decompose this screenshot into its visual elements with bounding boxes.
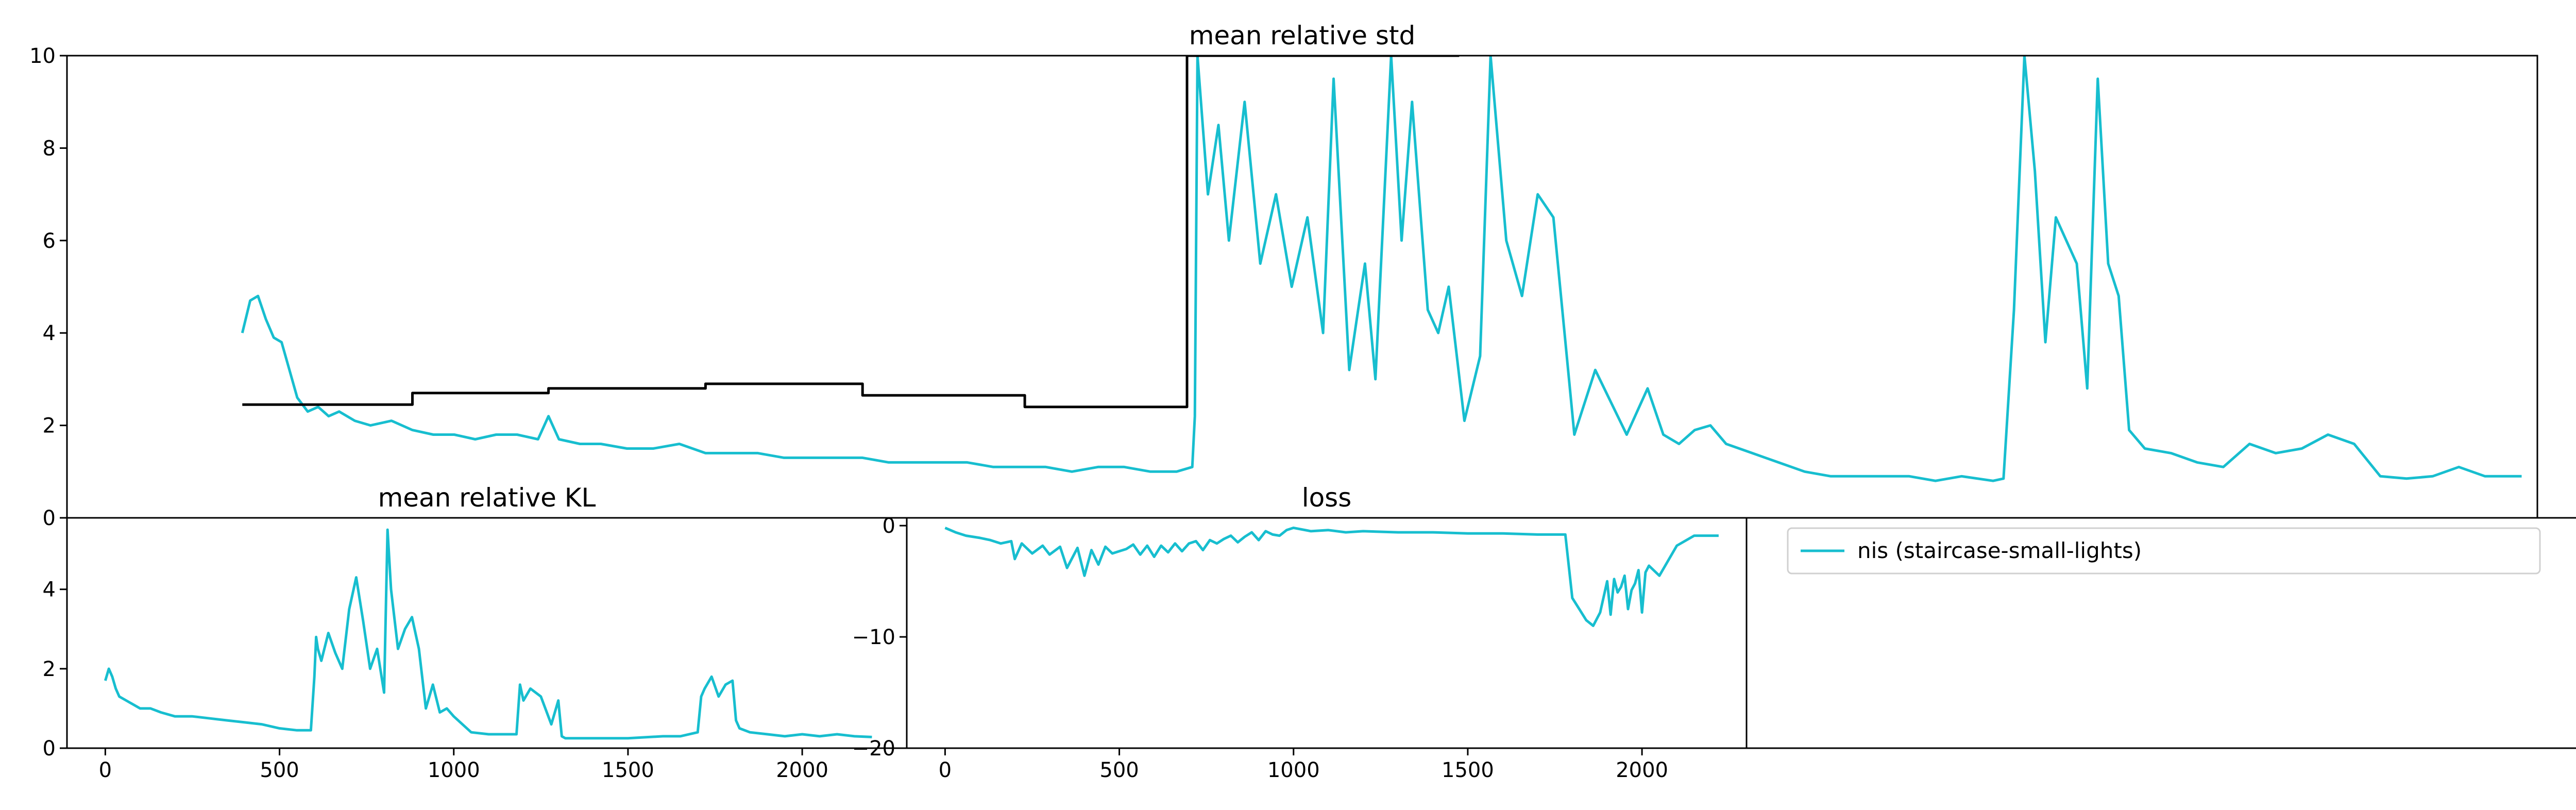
- std-ytick-label: 10: [29, 44, 56, 68]
- loss-series-line-0: [944, 526, 1719, 627]
- kl-xtick-label: 2000: [776, 758, 828, 782]
- legend-label: nis (staircase-small-lights): [1857, 538, 2142, 563]
- kl-xtick-label: 1500: [602, 758, 654, 782]
- loss-xtick-label: 1500: [1442, 758, 1494, 782]
- loss-xtick-label: 500: [1099, 758, 1139, 782]
- loss-xtick-label: 2000: [1616, 758, 1668, 782]
- std-series-line-0: [241, 56, 2522, 482]
- std-title: mean relative std: [1189, 21, 1416, 50]
- loss-ytick-label: −10: [852, 626, 895, 649]
- std-ytick-label: 8: [43, 137, 56, 160]
- panel-std: 0 2 4 6 8 10 mean relative std: [29, 21, 2538, 530]
- legend-panel-frame: [1745, 517, 2576, 749]
- loss-xtick-label: 0: [939, 758, 952, 782]
- std-series-line-1: [242, 56, 1460, 409]
- kl-axes-frame: [66, 517, 908, 749]
- loss-title: loss: [1302, 483, 1352, 513]
- loss-xtick-label: 1000: [1267, 758, 1320, 782]
- loss-ytick-label: −20: [852, 737, 895, 761]
- kl-xtick-label: 0: [99, 758, 112, 782]
- kl-ytick-label: 4: [43, 578, 56, 602]
- panel-loss: 0 −10 −20 0 500 1000 1500 2000 loss: [852, 483, 1748, 782]
- kl-xtick-label: 500: [260, 758, 299, 782]
- kl-series-line-0: [104, 528, 872, 740]
- kl-ytick-label: 0: [43, 737, 56, 761]
- legend-box: [1787, 527, 2541, 575]
- std-axes-frame: [66, 55, 2538, 519]
- std-ytick-label: 6: [43, 229, 56, 253]
- panel-legend: nis (staircase-small-lights): [1745, 517, 2576, 749]
- kl-xtick-label: 1000: [428, 758, 480, 782]
- kl-title: mean relative KL: [378, 483, 596, 513]
- loss-ytick-label: 0: [883, 514, 895, 538]
- std-ytick-label: 2: [43, 414, 56, 438]
- std-ytick-label: 4: [43, 322, 56, 345]
- kl-ytick-label: 2: [43, 657, 56, 681]
- panel-kl: 0 2 4 0 500 1000 1500 2000 mean relative KL: [43, 483, 908, 782]
- std-ytick-label: 0: [43, 507, 56, 530]
